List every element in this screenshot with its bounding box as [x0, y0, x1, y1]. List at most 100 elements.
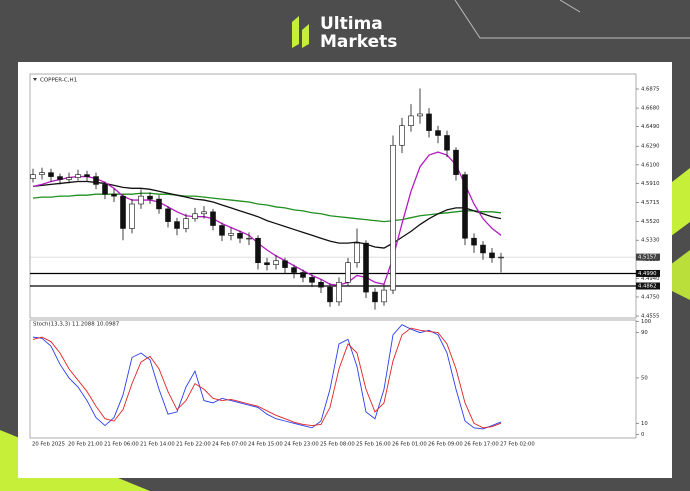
level-tag — [636, 282, 660, 290]
candle-body — [417, 113, 423, 117]
candle-body — [354, 242, 360, 264]
candle-body — [111, 193, 117, 197]
x-tick-label: 24 Feb 07:00 — [212, 442, 247, 448]
x-tick-label: 20 Feb 21:00 — [68, 442, 103, 448]
candle-body — [201, 211, 207, 215]
candle-body — [426, 113, 432, 131]
x-tick-label: 25 Feb 16:00 — [356, 442, 391, 448]
candle-body — [183, 218, 189, 229]
y-tick-label: 10 — [641, 421, 648, 427]
candle-body — [57, 176, 63, 180]
candle-body — [147, 195, 153, 200]
candle-body — [462, 174, 468, 239]
x-tick-label: 24 Feb 23:00 — [284, 442, 319, 448]
candle-body — [66, 177, 72, 180]
candle-body — [444, 135, 450, 151]
x-tick-label: 20 Feb 2025 — [32, 442, 65, 448]
y-tick-label: 4.4940 — [641, 276, 660, 282]
x-tick-label: 27 Feb 02:00 — [500, 442, 535, 448]
candle-body — [192, 213, 198, 219]
candle-body — [120, 195, 126, 229]
y-tick-label: 4.4750 — [641, 294, 660, 300]
candle-body — [300, 272, 306, 278]
candle-body — [39, 172, 45, 175]
candle-body — [156, 198, 162, 210]
brand-name: Markets — [320, 32, 397, 52]
y-tick-label: 4.6290 — [641, 144, 660, 150]
candle-body — [291, 267, 297, 273]
plot: 4.6875 4.6680 4.6490 4.6290 4.6100 4.5910 4.57… — [30, 86, 660, 448]
candle-body — [453, 149, 459, 175]
y-tick-label: 0 — [641, 432, 645, 438]
price-pane — [29, 73, 637, 319]
candle-body — [237, 233, 243, 239]
candle-body — [345, 262, 351, 283]
candle-body — [102, 184, 108, 195]
candle-body — [219, 225, 225, 236]
candle-body — [309, 277, 315, 283]
candle-body — [84, 174, 90, 177]
decor-line — [559, 0, 581, 13]
logo: Ultima Markets — [292, 14, 397, 52]
y-tick-label: 4.6680 — [641, 106, 660, 112]
candle-body — [228, 233, 234, 236]
moving-average — [32, 180, 502, 249]
candle-body — [435, 130, 441, 136]
y-tick-label: 4.5910 — [641, 181, 660, 187]
y-tick-label: 4.5520 — [641, 219, 660, 225]
candle-body — [489, 252, 495, 259]
y-tick-label: 50 — [641, 375, 648, 381]
x-tick-label: 24 Feb 15:00 — [248, 442, 283, 448]
moving-average — [32, 151, 502, 286]
last-price-tag — [636, 253, 660, 261]
last-price-label: 4.5157 — [638, 255, 657, 261]
candle-body — [318, 281, 324, 288]
stoch-line — [32, 327, 502, 429]
logo-icon — [302, 24, 309, 48]
candle-body — [399, 125, 405, 146]
x-tick-label: 21 Feb 06:00 — [104, 442, 139, 448]
candle-body — [408, 115, 414, 126]
x-tick-label: 25 Feb 08:00 — [320, 442, 355, 448]
y-tick-label: 4.6875 — [641, 86, 660, 92]
candle-body — [165, 208, 171, 222]
candle-body — [480, 244, 486, 254]
candle-body — [471, 237, 477, 246]
level-label: 4.4990 — [638, 271, 657, 277]
candle-body — [246, 237, 252, 240]
candle-body — [93, 176, 99, 185]
brand-name: Ultima — [320, 14, 383, 34]
candle-body — [210, 211, 216, 226]
chart-title: COPPER-C,H1 — [40, 78, 77, 84]
candle-body — [381, 289, 387, 303]
x-tick-label: 21 Feb 22:00 — [176, 442, 211, 448]
y-tick-label: 4.6100 — [641, 162, 660, 168]
y-tick-label: 4.4555 — [641, 314, 660, 320]
candle-body — [48, 172, 54, 177]
x-tick-label: 21 Feb 14:00 — [140, 442, 175, 448]
candle-body — [255, 237, 261, 264]
candle-body — [282, 260, 288, 268]
candle-body — [264, 262, 270, 265]
y-tick-label: 4.5330 — [641, 238, 660, 244]
candle-body — [75, 174, 81, 178]
candle-body — [174, 221, 180, 229]
candle-body — [372, 291, 378, 303]
y-tick-label: 4.5715 — [641, 200, 660, 206]
candle-body — [129, 203, 135, 229]
y-tick-label: 100 — [641, 319, 652, 325]
moving-average — [32, 192, 502, 223]
level-tag — [636, 269, 660, 277]
candle-body — [138, 195, 144, 205]
candle-body — [498, 256, 504, 259]
candle-body — [273, 260, 279, 265]
x-tick-label: 26 Feb 17:00 — [464, 442, 499, 448]
candle-body — [336, 281, 342, 303]
y-tick-label: 4.6490 — [641, 124, 660, 130]
decor-line — [454, 0, 690, 39]
candle-body — [363, 242, 369, 293]
candle-body — [390, 144, 396, 291]
stoch-pane — [29, 319, 637, 439]
y-tick-label: 90 — [641, 330, 648, 336]
